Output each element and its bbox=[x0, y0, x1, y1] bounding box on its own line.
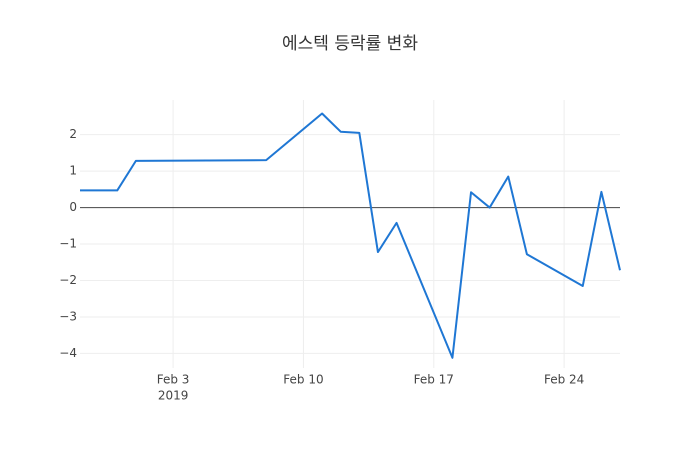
chart-title: 에스텍 등락률 변화 bbox=[282, 34, 418, 54]
y-tick-label: −2 bbox=[59, 273, 77, 287]
x-year-label: 2019 bbox=[158, 389, 189, 403]
x-tick-label: Feb 17 bbox=[414, 373, 454, 387]
line-series bbox=[80, 112, 621, 359]
x-tick-label: Feb 24 bbox=[544, 373, 584, 387]
x-tick-label: Feb 3 bbox=[157, 373, 190, 387]
x-tick-label: Feb 10 bbox=[283, 373, 323, 387]
y-tick-label: −4 bbox=[59, 346, 77, 360]
y-tick-label: 0 bbox=[69, 200, 77, 214]
y-tick-label: −1 bbox=[59, 237, 77, 251]
y-tick-label: 1 bbox=[69, 164, 77, 178]
y-tick-label: 2 bbox=[69, 127, 77, 141]
y-tick-label: −3 bbox=[59, 309, 77, 323]
